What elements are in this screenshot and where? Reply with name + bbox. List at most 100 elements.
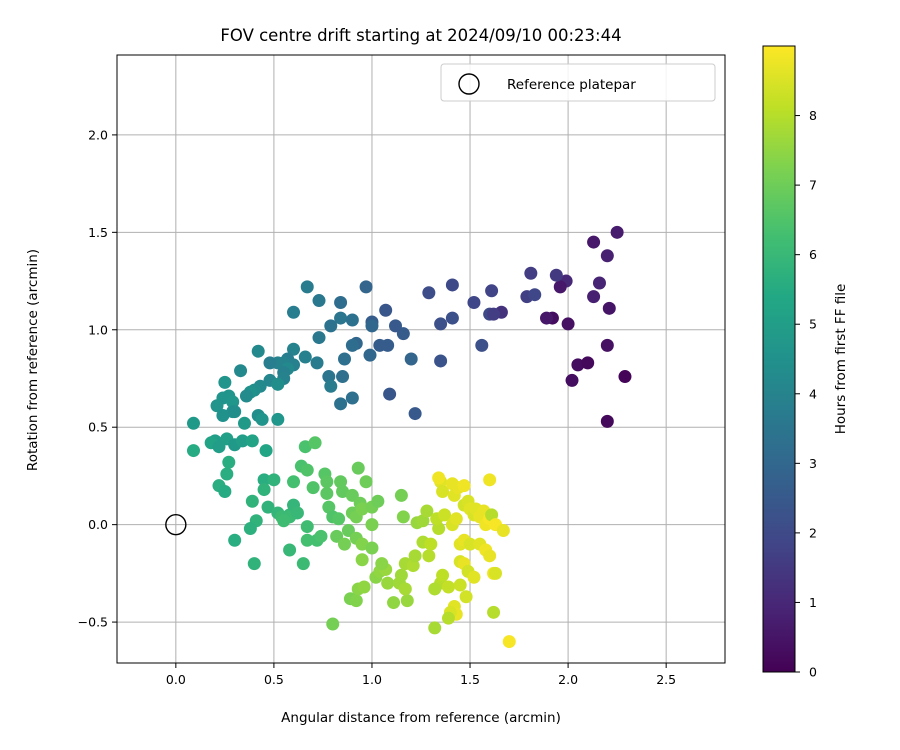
data-point — [565, 373, 579, 387]
data-point — [357, 580, 371, 594]
legend-label: Reference platepar — [507, 77, 636, 93]
colorbar-tick-label: 3 — [809, 456, 817, 471]
data-point — [245, 494, 259, 508]
data-point — [540, 311, 554, 325]
data-point — [300, 520, 314, 534]
data-point — [324, 319, 338, 333]
colorbar-gradient — [762, 45, 796, 673]
data-point — [324, 379, 338, 393]
data-point — [485, 284, 499, 298]
data-point — [618, 370, 632, 384]
data-point — [271, 412, 285, 426]
data-point — [334, 397, 348, 411]
data-point — [222, 455, 236, 469]
data-point — [226, 395, 240, 409]
data-point — [239, 389, 253, 403]
x-tick-label: 2.0 — [558, 672, 578, 687]
data-point — [600, 249, 614, 263]
data-point — [359, 280, 373, 294]
data-point — [553, 280, 567, 294]
data-point — [434, 354, 448, 368]
data-point — [216, 409, 230, 423]
data-point — [359, 475, 373, 489]
data-point — [587, 235, 601, 249]
data-point — [463, 537, 477, 551]
data-point — [438, 508, 452, 522]
reference-platepar-marker — [165, 513, 187, 536]
data-point — [257, 483, 271, 497]
data-point — [349, 594, 363, 608]
data-point — [314, 529, 328, 543]
colorbar: 0 1 2 3 4 5 6 7 8 Hours from first FF file — [762, 45, 849, 680]
data-point — [436, 485, 450, 499]
data-point — [394, 568, 408, 582]
data-point — [420, 504, 434, 518]
data-point — [218, 485, 232, 499]
data-point — [186, 444, 200, 458]
chart-title: FOV centre drift starting at 2024/09/10 … — [220, 26, 621, 45]
data-point — [453, 578, 467, 592]
data-point — [487, 605, 501, 619]
data-point — [428, 621, 442, 635]
data-point — [271, 377, 285, 391]
data-point — [561, 317, 575, 331]
data-point — [587, 290, 601, 304]
data-point — [320, 475, 334, 489]
colorbar-tick-label: 1 — [809, 595, 817, 610]
data-point — [287, 342, 301, 356]
legend-marker-icon — [458, 73, 480, 95]
data-point — [408, 549, 422, 563]
data-point — [220, 467, 234, 481]
data-point — [441, 611, 455, 625]
data-point — [496, 523, 510, 537]
data-point — [487, 307, 501, 321]
data-point — [300, 533, 314, 547]
data-point — [379, 303, 393, 317]
data-point — [308, 436, 322, 450]
data-point — [592, 276, 606, 290]
data-point — [255, 412, 269, 426]
data-point — [257, 473, 271, 487]
data-point — [355, 502, 369, 516]
data-point — [334, 311, 348, 325]
data-point — [263, 356, 277, 370]
y-tick-label: −0.5 — [78, 615, 108, 630]
data-point — [441, 580, 455, 594]
data-point — [247, 557, 261, 571]
data-point — [237, 416, 251, 430]
data-point — [228, 405, 242, 419]
data-point — [287, 305, 301, 319]
data-point — [345, 338, 359, 352]
data-point — [212, 440, 226, 454]
data-point — [310, 356, 324, 370]
x-tick-label: 2.5 — [656, 672, 676, 687]
data-point — [312, 294, 326, 308]
data-point — [355, 537, 369, 551]
data-point — [300, 463, 314, 477]
data-point — [581, 356, 595, 370]
data-point — [483, 473, 497, 487]
data-point — [373, 338, 387, 352]
data-point — [445, 311, 459, 325]
data-point — [245, 434, 259, 448]
data-point — [485, 508, 499, 522]
data-point — [416, 514, 430, 528]
x-tick-label: 0.5 — [264, 672, 284, 687]
data-point — [600, 414, 614, 428]
data-point — [186, 416, 200, 430]
data-point — [432, 522, 446, 536]
data-point — [422, 286, 436, 300]
colorbar-tick-label: 0 — [809, 665, 817, 680]
colorbar-ticks: 0 1 2 3 4 5 6 7 8 — [795, 108, 817, 680]
data-point — [210, 399, 224, 413]
data-point — [483, 549, 497, 563]
data-point — [381, 576, 395, 590]
data-point — [371, 494, 385, 508]
data-point — [320, 486, 334, 500]
colorbar-tick-label: 2 — [809, 525, 817, 540]
data-point — [475, 338, 489, 352]
scatter-points — [186, 225, 632, 649]
data-point — [351, 461, 365, 475]
data-point — [236, 434, 250, 448]
